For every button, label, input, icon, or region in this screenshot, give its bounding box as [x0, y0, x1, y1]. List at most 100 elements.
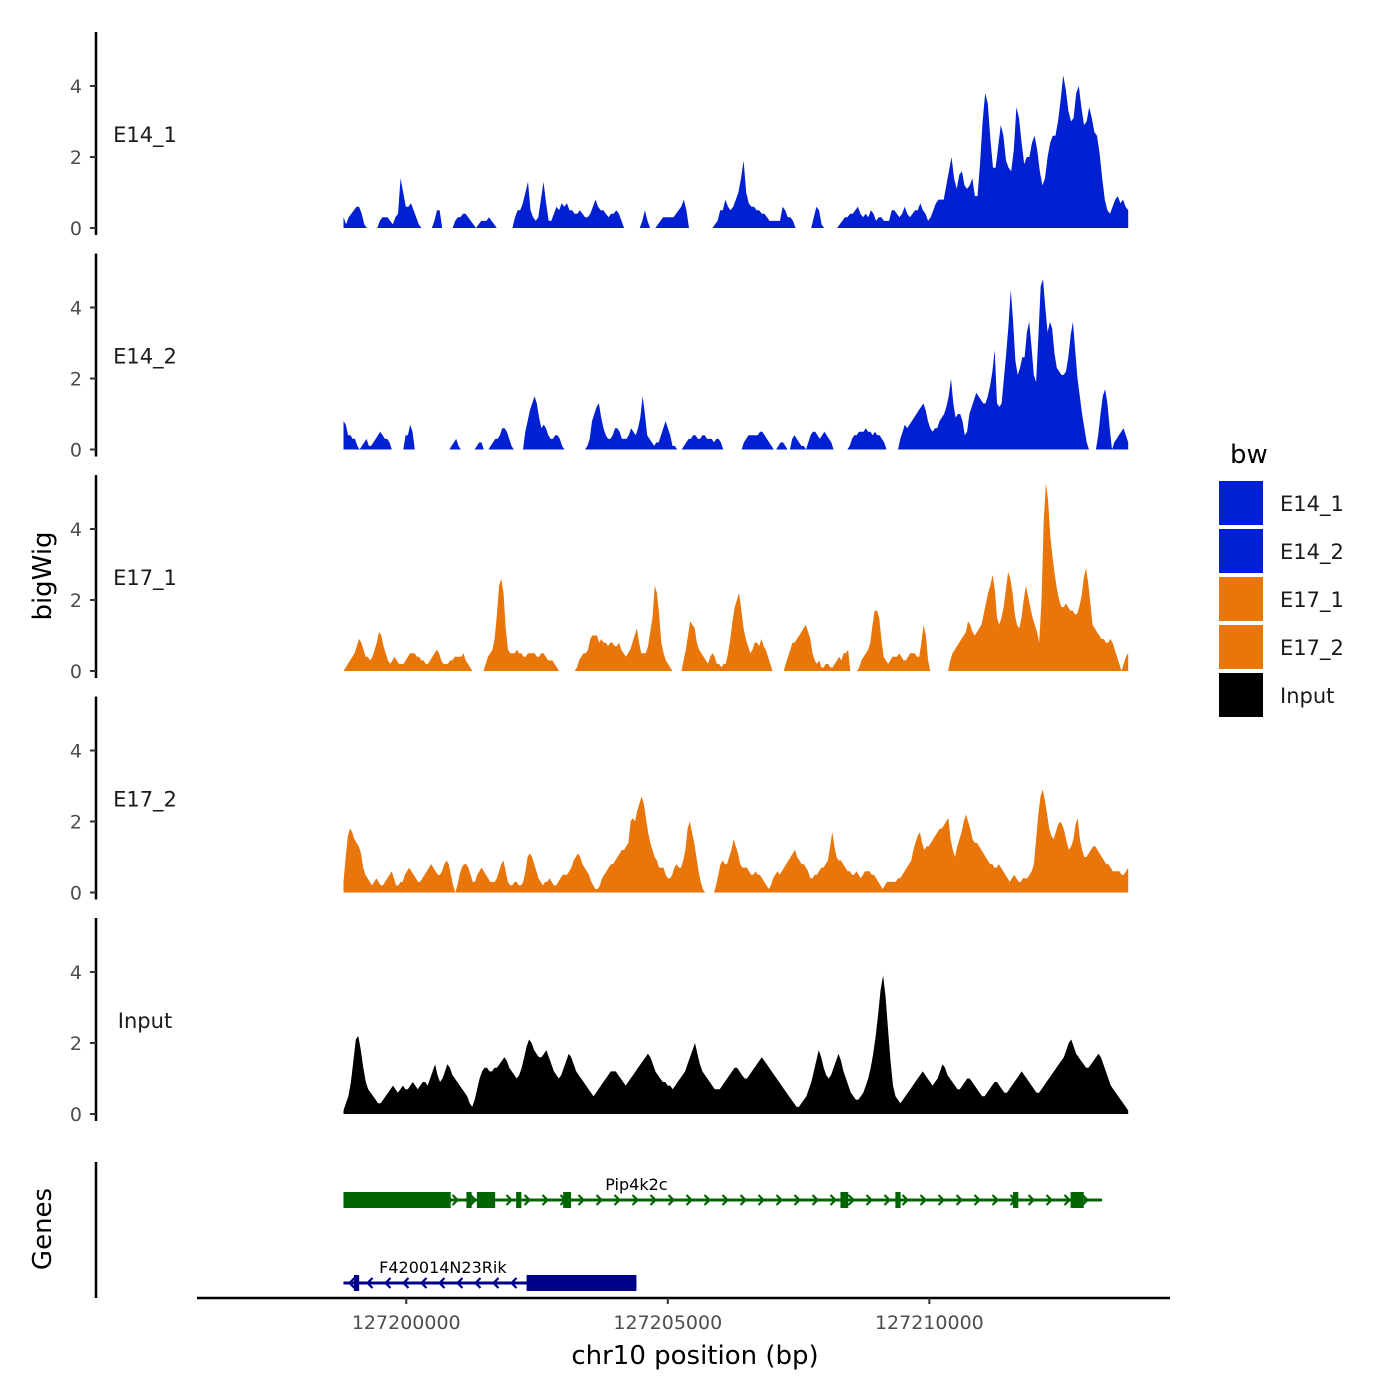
- x-axis-title: chr10 position (bp): [571, 1341, 818, 1371]
- gene-exon: [1013, 1192, 1019, 1208]
- strand-arrow: [419, 1277, 428, 1289]
- coverage-area: [343, 482, 1129, 671]
- strand-arrow: [955, 1194, 964, 1206]
- y-tick-label: 4: [70, 298, 82, 320]
- gene-exon: [466, 1192, 472, 1208]
- y-tick-label: 0: [70, 1104, 82, 1126]
- strand-arrow: [937, 1194, 946, 1206]
- genes-axis-title: Genes: [28, 1188, 58, 1270]
- track-label: E17_1: [113, 566, 177, 591]
- track-label: E14_1: [113, 123, 177, 148]
- strand-arrow: [883, 1194, 892, 1206]
- track-panel-e14_1: 0 2 4 E14_1: [70, 32, 1129, 240]
- x-tick-label: 127205000: [613, 1312, 722, 1334]
- strand-arrow: [505, 1194, 514, 1206]
- gene-label: Pip4k2c: [605, 1175, 667, 1194]
- strand-arrow: [649, 1194, 658, 1206]
- legend-swatch: [1219, 625, 1263, 669]
- y-tick-label: 4: [70, 76, 82, 98]
- legend-swatch: [1219, 577, 1263, 621]
- strand-arrow: [901, 1194, 910, 1206]
- legend-label: Input: [1280, 684, 1334, 708]
- genes-panel: Pip4k2c F420014N23Rik: [94, 1162, 1102, 1298]
- strand-arrow: [793, 1194, 802, 1206]
- strand-arrow: [631, 1194, 640, 1206]
- y-tick-label: 2: [70, 369, 82, 391]
- gene-pip4k2c: Pip4k2c: [343, 1175, 1102, 1208]
- y-tick-label: 0: [70, 661, 82, 683]
- strand-arrow: [523, 1194, 532, 1206]
- gene-exon: [563, 1192, 572, 1208]
- y-tick-label: 2: [70, 812, 82, 834]
- strand-arrow: [757, 1194, 766, 1206]
- y-tick-label: 4: [70, 741, 82, 763]
- y-tick-label: 2: [70, 1033, 82, 1055]
- strand-arrow: [491, 1277, 500, 1289]
- coverage-area: [343, 75, 1129, 228]
- track-panel-e14_2: 0 2 4 E14_2: [70, 253, 1129, 462]
- legend-swatch: [1219, 673, 1263, 717]
- y-tick-label: 4: [70, 519, 82, 541]
- strand-arrow: [473, 1277, 482, 1289]
- strand-arrow: [383, 1277, 392, 1289]
- y-tick-label: 0: [70, 883, 82, 905]
- gene-exon: [516, 1192, 522, 1208]
- strand-arrow: [973, 1194, 982, 1206]
- gene-exon: [353, 1275, 360, 1291]
- strand-arrow: [401, 1277, 410, 1289]
- x-tick-label: 127200000: [352, 1312, 461, 1334]
- coverage-area: [343, 279, 1129, 450]
- coverage-area: [343, 789, 1129, 893]
- strand-arrow: [847, 1194, 856, 1206]
- y-tick-label: 2: [70, 590, 82, 612]
- strand-arrow: [721, 1194, 730, 1206]
- gene-exon: [476, 1192, 496, 1208]
- track-panel-input: 0 2 4 Input: [70, 918, 1129, 1126]
- gene-label: F420014N23Rik: [379, 1258, 507, 1277]
- gene-exon: [526, 1275, 637, 1291]
- legend-label: E17_2: [1280, 636, 1344, 661]
- strand-arrow: [469, 1194, 478, 1206]
- strand-arrow: [451, 1194, 460, 1206]
- y-tick-label: 4: [70, 962, 82, 984]
- strand-arrow: [865, 1194, 874, 1206]
- y-axis-title: bigWig: [28, 531, 58, 620]
- strand-arrow: [811, 1194, 820, 1206]
- strand-arrow: [829, 1194, 838, 1206]
- legend-swatch: [1219, 481, 1263, 525]
- strand-arrow: [509, 1277, 518, 1289]
- strand-arrow: [437, 1277, 446, 1289]
- gene-exon: [895, 1192, 901, 1208]
- track-panel-e17_2: 0 2 4 E17_2: [70, 696, 1129, 905]
- gene-f420014n23rik: F420014N23Rik: [343, 1258, 637, 1291]
- strand-arrow: [991, 1194, 1000, 1206]
- legend-swatch: [1219, 529, 1263, 573]
- legend-title: bw: [1230, 440, 1268, 470]
- legend-label: E17_1: [1280, 588, 1344, 613]
- strand-arrow: [347, 1277, 356, 1289]
- strand-arrow: [613, 1194, 622, 1206]
- y-tick-label: 0: [70, 218, 82, 240]
- strand-arrow: [703, 1194, 712, 1206]
- track-label: E17_2: [113, 788, 177, 813]
- x-axis: 127200000 127205000 127210000: [197, 1296, 1170, 1334]
- strand-arrow: [365, 1277, 374, 1289]
- strand-arrow: [775, 1194, 784, 1206]
- strand-arrow: [595, 1194, 604, 1206]
- bigwig-panels: 0 2 4 E14_1 0 2 4 E14_2 0 2 4 E17_1 0 2 4 E17_2 0 2 4 Input: [70, 32, 1129, 1126]
- gene-exon: [1070, 1192, 1084, 1208]
- legend-label: E14_1: [1280, 492, 1344, 517]
- track-label: Input: [118, 1009, 172, 1033]
- strand-arrow: [739, 1194, 748, 1206]
- track-label: E14_2: [113, 345, 177, 370]
- x-tick-label: 127210000: [875, 1312, 984, 1334]
- strand-arrow: [541, 1194, 550, 1206]
- strand-arrow: [455, 1277, 464, 1289]
- strand-arrow: [1081, 1194, 1090, 1206]
- strand-arrow: [685, 1194, 694, 1206]
- y-tick-label: 2: [70, 147, 82, 169]
- strand-arrow: [1045, 1194, 1054, 1206]
- strand-arrow: [1027, 1194, 1036, 1206]
- strand-arrow: [919, 1194, 928, 1206]
